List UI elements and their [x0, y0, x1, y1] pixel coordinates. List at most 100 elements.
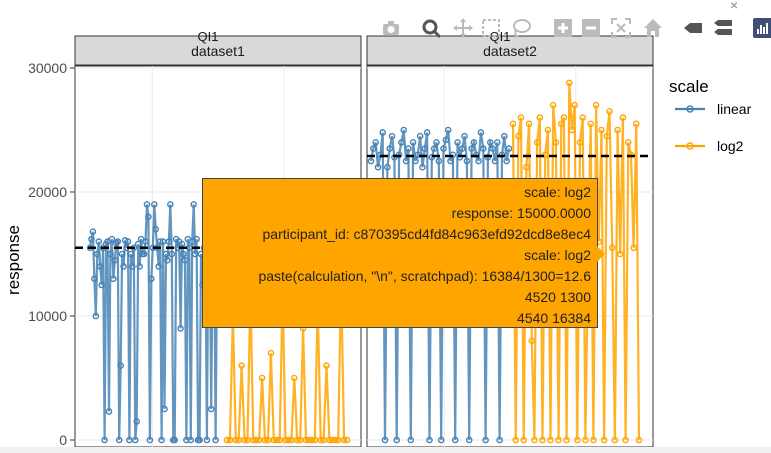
data-point[interactable] [261, 436, 269, 444]
data-point[interactable] [379, 129, 386, 136]
data-point[interactable] [134, 240, 142, 248]
data-point[interactable] [155, 263, 162, 270]
data-point[interactable] [409, 139, 417, 146]
data-point[interactable] [108, 235, 116, 243]
data-point[interactable] [115, 436, 123, 444]
data-point[interactable] [494, 139, 501, 146]
data-point[interactable] [386, 145, 394, 152]
data-point[interactable] [412, 157, 419, 165]
data-point[interactable] [447, 157, 454, 165]
data-point[interactable] [187, 436, 195, 444]
data-point[interactable] [105, 408, 113, 415]
autoscale-icon[interactable] [610, 17, 632, 39]
data-point[interactable] [107, 250, 114, 258]
data-point[interactable] [515, 132, 522, 140]
data-point[interactable] [171, 436, 179, 444]
data-point[interactable] [547, 436, 554, 444]
data-point[interactable] [142, 238, 149, 245]
data-point[interactable] [491, 157, 499, 165]
data-point[interactable] [523, 163, 530, 171]
data-point[interactable] [555, 436, 562, 444]
data-point[interactable] [587, 120, 595, 128]
data-point[interactable] [590, 436, 597, 444]
data-point[interactable] [196, 436, 203, 444]
data-point[interactable] [120, 263, 127, 270]
data-point[interactable] [111, 256, 119, 264]
data-point[interactable] [563, 436, 570, 444]
data-point[interactable] [503, 157, 510, 165]
data-point[interactable] [190, 201, 198, 208]
data-point[interactable] [146, 436, 154, 444]
data-point[interactable] [88, 235, 95, 243]
data-point[interactable] [370, 145, 377, 152]
data-point[interactable] [517, 114, 525, 121]
data-point[interactable] [549, 101, 557, 109]
data-point[interactable] [624, 139, 632, 146]
data-point[interactable] [423, 129, 431, 136]
data-point[interactable] [232, 436, 240, 444]
horizontal-scrollbar[interactable] [0, 447, 771, 453]
data-point[interactable] [533, 139, 541, 146]
data-point[interactable] [435, 157, 443, 165]
box-select-icon[interactable] [480, 17, 502, 39]
data-point[interactable] [437, 436, 445, 444]
data-point[interactable] [419, 163, 426, 171]
close-icon[interactable]: × [730, 0, 739, 13]
hover-closest-icon[interactable] [682, 17, 704, 39]
data-point[interactable] [92, 312, 100, 320]
data-point[interactable] [475, 157, 482, 165]
data-point[interactable] [291, 374, 298, 382]
data-point[interactable] [405, 145, 412, 152]
data-point[interactable] [536, 114, 544, 121]
data-point[interactable] [482, 436, 489, 444]
data-point[interactable] [150, 201, 158, 208]
data-point[interactable] [101, 436, 108, 444]
data-point[interactable] [574, 436, 581, 444]
data-point[interactable] [140, 250, 148, 258]
data-point[interactable] [98, 281, 105, 289]
data-point[interactable] [165, 238, 173, 245]
data-point[interactable] [496, 436, 503, 444]
lasso-select-icon[interactable] [510, 17, 532, 39]
data-point[interactable] [552, 139, 560, 146]
data-point[interactable] [477, 129, 485, 136]
data-point[interactable] [388, 132, 396, 140]
data-point[interactable] [571, 101, 578, 109]
data-point[interactable] [598, 126, 605, 134]
data-point[interactable] [442, 136, 450, 144]
data-point[interactable] [124, 238, 132, 245]
data-point[interactable] [110, 275, 117, 283]
data-point[interactable] [384, 163, 391, 171]
data-point[interactable] [539, 436, 546, 444]
data-point[interactable] [181, 256, 189, 264]
data-point[interactable] [143, 201, 151, 208]
data-point[interactable] [557, 120, 565, 128]
data-point[interactable] [603, 132, 611, 140]
data-point[interactable] [340, 436, 348, 444]
data-point[interactable] [630, 244, 637, 252]
data-point[interactable] [622, 436, 629, 444]
data-point[interactable] [614, 126, 621, 134]
data-point[interactable] [402, 157, 410, 165]
data-point[interactable] [343, 436, 351, 444]
data-point[interactable] [131, 436, 139, 444]
data-point[interactable] [133, 418, 141, 425]
data-point[interactable] [509, 120, 517, 128]
reset-axes-icon[interactable] [642, 17, 664, 39]
data-point[interactable] [451, 436, 459, 444]
data-point[interactable] [308, 436, 316, 444]
data-point[interactable] [89, 228, 97, 235]
data-point[interactable] [136, 263, 143, 270]
data-point[interactable] [465, 436, 473, 444]
data-point[interactable] [520, 436, 528, 444]
data-point[interactable] [241, 436, 248, 444]
data-point[interactable] [267, 349, 275, 357]
data-point[interactable] [117, 362, 124, 369]
data-point[interactable] [461, 132, 468, 140]
data-point[interactable] [381, 436, 389, 444]
data-point[interactable] [600, 436, 608, 444]
data-point[interactable] [525, 120, 533, 128]
data-point[interactable] [608, 244, 616, 252]
data-point[interactable] [444, 126, 452, 134]
data-point[interactable] [619, 114, 627, 121]
